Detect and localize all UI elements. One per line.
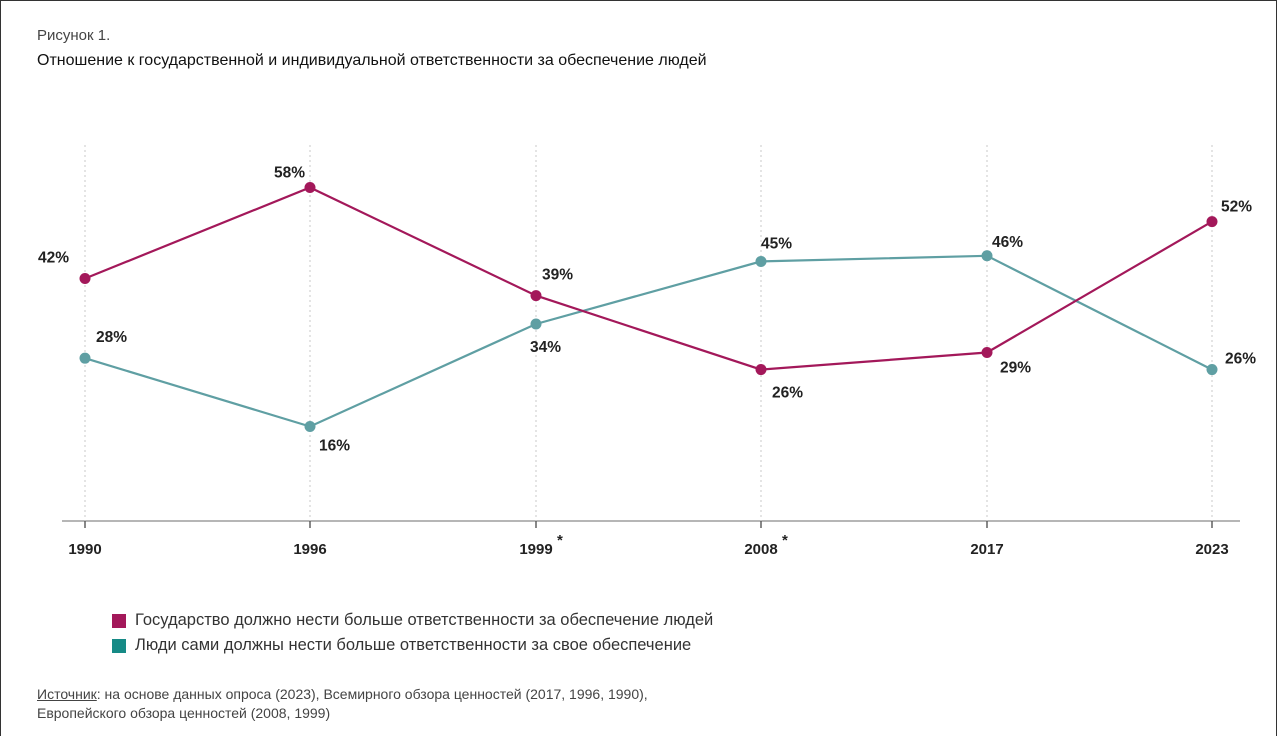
x-tick-label-1999: 1999 (519, 541, 552, 558)
series-0-label-1999: 39% (542, 267, 573, 284)
x-tick-label-2008: 2008 (744, 541, 777, 558)
series-1-point-1990 (79, 352, 91, 364)
series-0-point-1999 (530, 290, 542, 302)
source-note: Источник: на основе данных опроса (2023)… (37, 685, 648, 723)
series-0-point-2023 (1206, 216, 1218, 228)
series-1-point-2017 (981, 250, 993, 262)
series-1-label-2017: 46% (992, 234, 1023, 251)
figure-label: Рисунок 1. (37, 27, 111, 44)
legend-item-state: Государство должно нести больше ответств… (112, 608, 713, 633)
series-0-point-2017 (981, 346, 993, 358)
series-1-label-2008: 45% (761, 235, 792, 252)
series-1-point-2023 (1206, 364, 1218, 376)
source-line-1: : на основе данных опроса (2023), Всемир… (96, 686, 648, 702)
legend-swatch-people (112, 638, 126, 653)
line-chart: 1990 1996 1999 * 2008 * 2017 2023 28% 16% 34% 45% 46… (38, 145, 1256, 558)
series-1-label-2023: 26% (1225, 351, 1256, 368)
x-tick-label-1996: 1996 (293, 541, 326, 558)
series-1-point-2008 (755, 255, 767, 267)
chart-title: Отношение к государственной и индивидуал… (37, 52, 707, 69)
series-1-label-1996: 16% (319, 437, 350, 454)
x-tick-label-2017: 2017 (970, 541, 1003, 558)
x-tick-mark-2008: * (782, 532, 788, 549)
series-1-point-1999 (530, 318, 542, 330)
series-0-label-2017: 29% (1000, 359, 1031, 376)
series-0-label-2008: 26% (772, 385, 803, 402)
series-0-point-2008 (755, 364, 767, 376)
series-line-1 (84, 254, 1213, 428)
series-1-label-1999: 34% (530, 339, 561, 356)
legend-label-state: Государство должно нести больше ответств… (135, 611, 714, 629)
series-0-label-2023: 52% (1221, 199, 1252, 216)
source-line-2: Европейского обзора ценностей (2008, 199… (37, 705, 331, 721)
x-tick-label-1990: 1990 (68, 541, 101, 558)
legend-item-people: Люди сами должны нести больше ответствен… (112, 633, 713, 658)
x-tick-label-2023: 2023 (1195, 541, 1228, 558)
series-1-label-1990: 28% (96, 329, 127, 346)
legend-swatch-state (112, 613, 126, 628)
series-1-point-1996 (304, 420, 316, 432)
legend-label-people: Люди сами должны нести больше ответствен… (135, 636, 692, 654)
series-0-label-1990: 42% (38, 250, 69, 267)
series-0-point-1990 (79, 273, 91, 285)
series-line-0 (84, 186, 1213, 371)
legend: Государство должно нести больше ответств… (112, 608, 713, 658)
series-0-point-1996 (304, 181, 316, 193)
x-tick-mark-1999: * (557, 532, 563, 549)
source-key: Источник (37, 686, 97, 702)
series-0-label-1996: 58% (274, 164, 305, 181)
